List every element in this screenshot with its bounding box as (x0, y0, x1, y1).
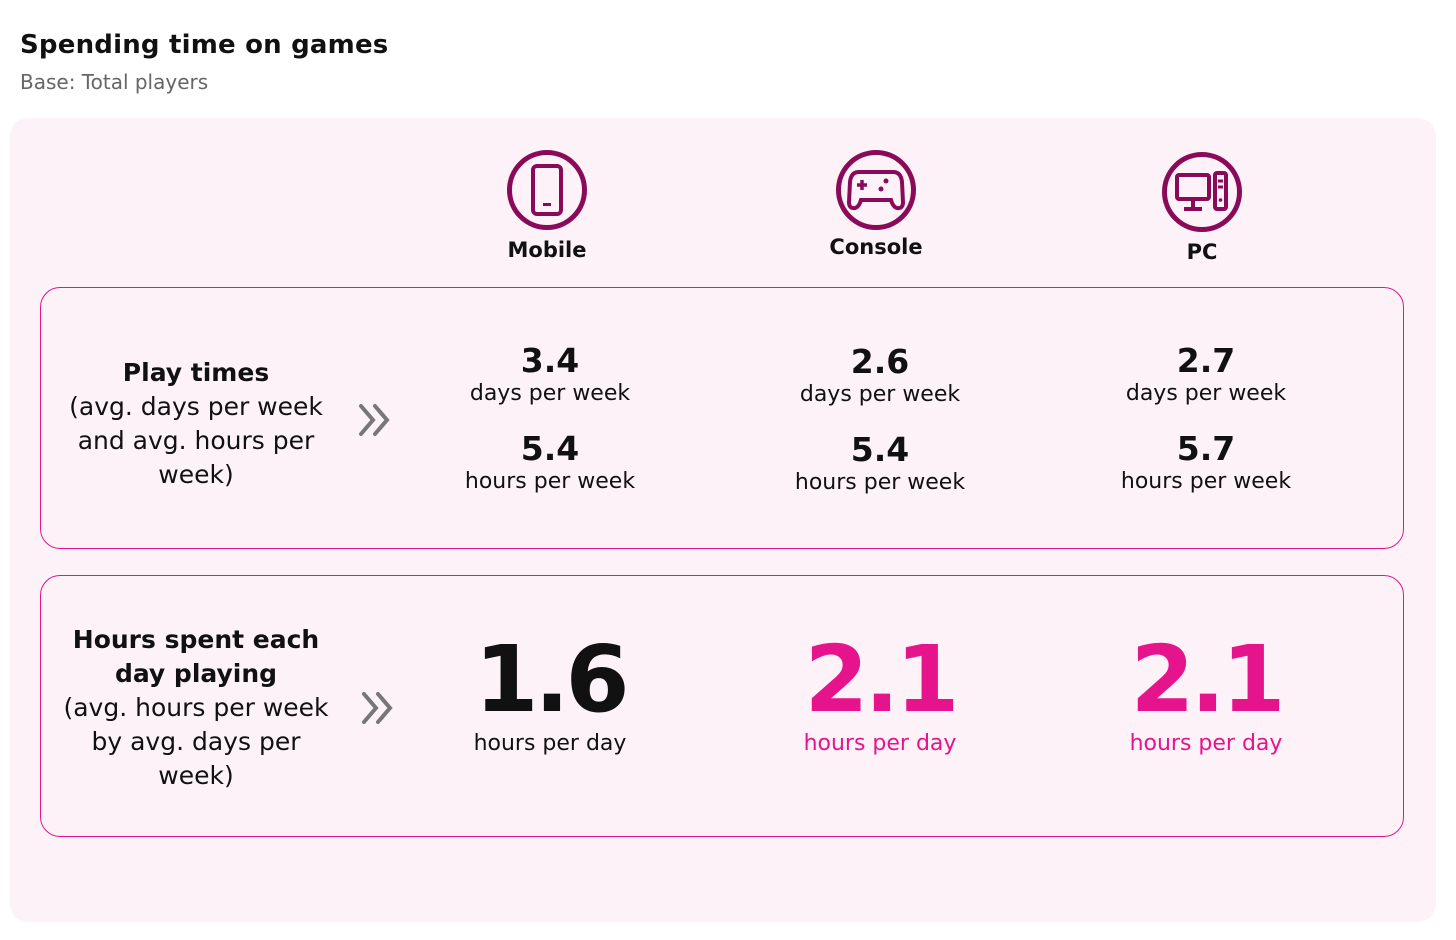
hours-unit: hours per week (794, 470, 966, 495)
hours-per-day-pc: 2.1 hours per day (1056, 630, 1356, 758)
hours-value: 5.4 (520, 429, 580, 468)
desktop-pc-icon (1162, 152, 1242, 232)
page-subtitle: Base: Total players (20, 70, 209, 94)
double-chevron-right-icon (362, 692, 393, 724)
play-times-label: Play times (avg. days per week and avg. … (46, 356, 346, 492)
hours-per-day-title: Hours spent each day playing (72, 625, 320, 688)
hours-per-day-description: (avg. hours per week by avg. days per we… (63, 693, 329, 790)
days-value: 2.7 (1176, 341, 1236, 380)
hours-per-day-unit: hours per day (473, 731, 627, 756)
hours-per-day-unit: hours per day (803, 731, 957, 756)
infographic-panel (10, 118, 1436, 922)
gamepad-icon (836, 150, 916, 230)
days-value: 3.4 (520, 341, 580, 380)
hours-per-day-section (40, 575, 1404, 837)
hours-unit: hours per week (1120, 469, 1292, 494)
play-times-description: (avg. days per week and avg. hours per w… (69, 392, 323, 489)
column-header-pc: PC (1102, 152, 1302, 264)
column-label: Console (829, 235, 923, 259)
hours-per-day-value: 1.6 (474, 626, 630, 733)
hours-per-day-value: 2.1 (804, 626, 960, 733)
hours-value: 5.4 (850, 430, 910, 469)
column-label: PC (1186, 240, 1218, 264)
play-times-section (40, 287, 1404, 549)
column-label: Mobile (507, 238, 587, 262)
days-unit: days per week (1125, 381, 1287, 406)
play-times-console: 2.6 days per week 5.4 hours per week (730, 343, 1030, 497)
days-unit: days per week (469, 381, 631, 406)
play-times-title: Play times (122, 358, 270, 387)
hours-per-day-mobile: 1.6 hours per day (400, 630, 700, 758)
days-value: 2.6 (850, 342, 910, 381)
page-title: Spending time on games (20, 30, 389, 60)
hours-unit: hours per week (464, 469, 636, 494)
play-times-mobile: 3.4 days per week 5.4 hours per week (400, 342, 700, 496)
column-header-console: Console (776, 150, 976, 259)
double-chevron-right-icon (359, 404, 390, 436)
hours-value: 5.7 (1176, 429, 1236, 468)
column-header-mobile: Mobile (447, 150, 647, 262)
hours-per-day-label: Hours spent each day playing (avg. hours… (56, 623, 336, 793)
mobile-phone-icon (507, 150, 587, 230)
hours-per-day-unit: hours per day (1129, 731, 1283, 756)
play-times-pc: 2.7 days per week 5.7 hours per week (1056, 342, 1356, 496)
hours-per-day-value: 2.1 (1130, 626, 1286, 733)
hours-per-day-console: 2.1 hours per day (730, 630, 1030, 758)
days-unit: days per week (799, 382, 961, 407)
